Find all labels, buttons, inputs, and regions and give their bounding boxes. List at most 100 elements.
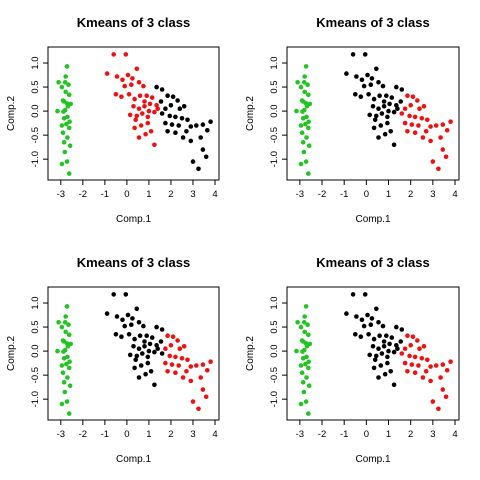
y-tick-label: 0.0 xyxy=(269,344,280,357)
data-point-red xyxy=(126,92,132,97)
data-point-black xyxy=(144,333,149,339)
data-point-green xyxy=(66,365,72,371)
data-point-green xyxy=(64,159,70,164)
x-tick-label: 0 xyxy=(124,189,129,200)
data-point-red xyxy=(134,113,140,119)
data-point-red xyxy=(205,368,210,373)
data-point-black xyxy=(384,333,389,339)
data-point-red xyxy=(200,387,206,392)
data-point-black xyxy=(366,92,371,97)
data-point-red xyxy=(190,399,196,404)
data-point-green xyxy=(62,389,68,395)
data-point-black xyxy=(381,99,387,104)
data-point-black xyxy=(376,320,381,325)
data-point-green xyxy=(66,125,72,131)
data-point-black xyxy=(354,314,359,319)
x-axis-label: Comp.1 xyxy=(116,454,151,465)
data-point-green xyxy=(306,92,311,98)
data-point-red xyxy=(133,117,138,123)
data-point-red xyxy=(131,104,136,109)
data-point-red xyxy=(402,120,408,126)
data-point-black xyxy=(126,332,132,337)
data-point-black xyxy=(125,312,131,318)
data-point-green xyxy=(55,108,60,114)
data-point-black xyxy=(376,106,381,111)
data-point-black xyxy=(395,346,400,352)
data-point-red xyxy=(419,356,425,361)
data-point-green xyxy=(67,383,73,389)
data-point-red xyxy=(408,343,414,348)
x-tick-label: -3 xyxy=(296,189,304,200)
data-point-green xyxy=(306,171,311,176)
data-point-black xyxy=(381,104,387,109)
data-point-black xyxy=(369,316,375,321)
data-point-green xyxy=(304,375,309,380)
data-point-black xyxy=(367,352,373,358)
y-tick-label: -0.5 xyxy=(30,127,41,143)
data-point-black xyxy=(369,76,375,81)
data-point-green xyxy=(300,140,306,145)
data-point-black xyxy=(374,306,379,312)
data-point-black xyxy=(366,332,371,337)
data-point-black xyxy=(389,95,395,100)
data-point-red xyxy=(425,357,430,363)
y-tick-label: 1.0 xyxy=(269,56,280,69)
data-point-black xyxy=(152,349,157,355)
data-point-red xyxy=(440,122,446,127)
data-point-black xyxy=(358,334,364,340)
data-point-red xyxy=(184,369,189,374)
data-point-green xyxy=(300,99,306,104)
data-point-green xyxy=(64,361,69,367)
data-point-black xyxy=(361,83,367,89)
data-point-red xyxy=(410,94,416,99)
data-point-black xyxy=(188,138,194,144)
data-point-black xyxy=(394,84,399,90)
data-point-black xyxy=(359,317,365,323)
y-tick-label: 0.5 xyxy=(269,320,280,333)
data-point-black xyxy=(141,323,146,329)
data-point-red xyxy=(132,96,137,102)
data-point-red xyxy=(196,406,201,412)
data-point-green xyxy=(67,143,73,148)
data-point-black xyxy=(198,135,203,140)
data-point-green xyxy=(306,119,312,124)
data-point-red xyxy=(148,129,154,134)
data-point-green xyxy=(298,324,304,330)
data-point-red xyxy=(443,394,449,400)
data-point-green xyxy=(306,359,312,365)
data-point-green xyxy=(65,375,70,380)
x-axis-label: Comp.1 xyxy=(116,214,151,225)
x-tick-label: -3 xyxy=(296,429,304,440)
data-point-red xyxy=(185,357,190,363)
chart-title: Kmeans of 3 class xyxy=(316,255,429,270)
data-point-black xyxy=(185,117,190,123)
data-point-red xyxy=(433,363,439,368)
data-point-red xyxy=(163,346,168,352)
data-point-green xyxy=(61,380,67,385)
data-point-red xyxy=(428,124,433,129)
data-point-black xyxy=(371,336,377,342)
y-tick-label: -1.0 xyxy=(30,391,41,407)
x-tick-label: 3 xyxy=(430,429,435,440)
data-point-red xyxy=(140,111,145,116)
data-point-green xyxy=(300,339,306,344)
data-point-green xyxy=(300,349,305,354)
data-point-black xyxy=(386,108,391,114)
data-point-green xyxy=(302,314,308,319)
data-point-black xyxy=(395,106,400,111)
data-point-red xyxy=(409,362,415,367)
x-tick-label: -1 xyxy=(340,429,348,440)
data-point-black xyxy=(145,354,151,360)
data-point-red xyxy=(114,74,120,79)
data-point-red xyxy=(448,359,453,365)
data-point-green xyxy=(59,363,65,368)
data-point-black xyxy=(154,84,159,90)
x-tick-label: 2 xyxy=(168,189,173,200)
y-tick-label: 1.0 xyxy=(30,56,41,69)
y-axis-label: Comp.2 xyxy=(245,336,256,371)
data-point-black xyxy=(385,120,390,126)
data-point-black xyxy=(134,353,140,359)
data-point-red xyxy=(444,368,450,373)
data-point-red xyxy=(419,116,425,121)
data-point-green xyxy=(300,380,306,385)
